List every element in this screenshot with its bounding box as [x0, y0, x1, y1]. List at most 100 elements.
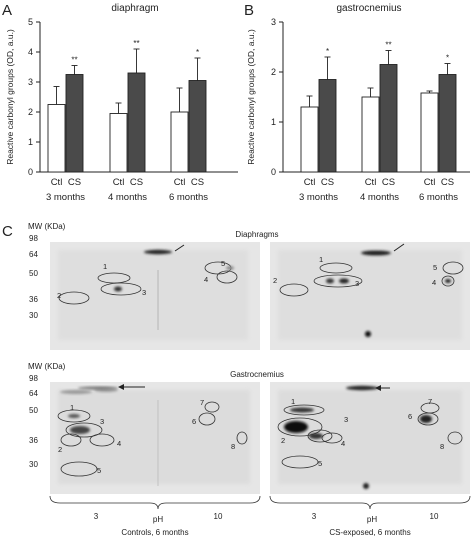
bar	[109, 113, 128, 173]
spot-number: 4	[204, 275, 208, 284]
y-tick-label: 5	[28, 17, 33, 27]
chart-title: gastrocnemius	[336, 3, 401, 14]
bar	[188, 80, 207, 173]
caption-controls: Controls, 6 months	[121, 528, 188, 537]
mw-markers-bottom: 98 64 50 36 30	[29, 374, 38, 469]
panel-letter-a: A	[2, 2, 12, 19]
bar-label: Ctl	[424, 177, 436, 188]
caption-cs: CS-exposed, 6 months	[329, 528, 410, 537]
bar	[318, 79, 337, 173]
bar	[127, 72, 146, 173]
spot-number: 5	[318, 459, 322, 468]
y-tick-label: 2	[28, 107, 33, 117]
ph-label: pH	[367, 515, 377, 524]
y-tick-label: 0	[271, 167, 276, 177]
y-axis-label: Reactive carbonyl groups (OD, a.u.)	[5, 29, 15, 165]
brace-left	[49, 495, 261, 510]
significance-marker: **	[133, 39, 139, 48]
gel-title-diaphragm: Diaphragms	[235, 230, 278, 239]
chart-title: diaphragm	[111, 3, 158, 14]
ph-low: 3	[312, 512, 317, 521]
y-tick-label: 1	[271, 117, 276, 127]
spot-number: 7	[200, 398, 204, 407]
chart-diaphragm: diaphragm Reactive carbonyl groups (OD, …	[5, 3, 238, 203]
y-axis-label: Reactive carbonyl groups (OD, a.u.)	[246, 29, 256, 165]
brace-right	[269, 495, 471, 510]
spot-number: 3	[100, 417, 104, 426]
mw-marker: 50	[29, 269, 38, 278]
ph-label: pH	[153, 515, 163, 524]
spot-number: 8	[440, 442, 444, 451]
spot-number: 3	[344, 415, 348, 424]
spot-number: 2	[58, 445, 62, 454]
bar-label: CS	[68, 177, 81, 188]
category-label: 4 months	[108, 192, 147, 203]
spot-number: 6	[408, 412, 412, 421]
chart-gastrocnemius: gastrocnemius Reactive carbonyl groups (…	[246, 3, 470, 203]
spot-number: 4	[432, 278, 436, 287]
gel-gastroc-cs: 1 2 3 4 5 6 7 8	[270, 382, 470, 494]
spot-number: 4	[117, 439, 121, 448]
spot-number: 2	[281, 436, 285, 445]
panel-letter-b: B	[244, 2, 254, 19]
category-label: 6 months	[419, 192, 458, 203]
mw-marker: 50	[29, 406, 38, 415]
bar-label: CS	[441, 177, 454, 188]
mw-marker: 98	[29, 234, 38, 243]
y-tick-label: 3	[271, 17, 276, 27]
bar	[379, 64, 398, 173]
gel-diaphragm-cs: 1 2 3 4 5	[270, 242, 470, 350]
spot-number: 2	[57, 291, 61, 300]
spot-number: 5	[97, 466, 101, 475]
mw-marker: 30	[29, 460, 38, 469]
y-tick-label: 1	[28, 137, 33, 147]
mw-label-top: MW (KDa)	[28, 222, 66, 231]
significance-marker: **	[71, 56, 77, 65]
spot-number: 2	[273, 276, 277, 285]
bar-label: CS	[130, 177, 143, 188]
spot-number: 1	[319, 255, 323, 264]
category-label: 6 months	[169, 192, 208, 203]
ph-low: 3	[94, 512, 99, 521]
gel-gastroc-control: 1 2 3 4 5 6 7 8	[50, 382, 260, 494]
significance-marker: *	[196, 48, 199, 57]
spot-number: 4	[341, 439, 345, 448]
significance-marker: **	[385, 41, 391, 50]
mw-marker: 36	[29, 436, 38, 445]
y-tick-label: 3	[28, 77, 33, 87]
significance-marker: *	[446, 54, 449, 63]
bar	[47, 104, 66, 173]
spot-number: 5	[433, 263, 437, 272]
bar-label: Ctl	[113, 177, 125, 188]
mw-marker: 30	[29, 311, 38, 320]
bar-label: CS	[321, 177, 334, 188]
gel-diaphragm-control: 1 2 3 4 5	[50, 242, 260, 350]
ph-high: 10	[214, 512, 223, 521]
mw-label-bottom: MW (KDa)	[28, 362, 66, 371]
spot-number: 5	[221, 259, 225, 268]
mw-marker: 64	[29, 250, 38, 259]
bar-label: CS	[191, 177, 204, 188]
y-tick-label: 2	[271, 67, 276, 77]
bar-label: Ctl	[174, 177, 186, 188]
bar-label: CS	[382, 177, 395, 188]
category-label: 4 months	[360, 192, 399, 203]
panel-letter-c: C	[2, 223, 13, 240]
spot-number: 1	[70, 403, 74, 412]
bar	[438, 74, 457, 173]
category-label: 3 months	[46, 192, 85, 203]
bar	[65, 74, 84, 173]
spot-number: 3	[355, 279, 359, 288]
ph-high: 10	[430, 512, 439, 521]
y-tick-label: 0	[28, 167, 33, 177]
gel-panel: MW (KDa) Diaphragms 98 64 50 36 30 1 2 3	[28, 222, 471, 537]
mw-marker: 98	[29, 374, 38, 383]
spot-number: 1	[291, 397, 295, 406]
spot-number: 7	[428, 397, 432, 406]
bar-label: Ctl	[51, 177, 63, 188]
mw-marker: 64	[29, 389, 38, 398]
bar	[361, 96, 380, 173]
significance-marker: *	[326, 47, 329, 56]
spot-number: 8	[231, 442, 235, 451]
